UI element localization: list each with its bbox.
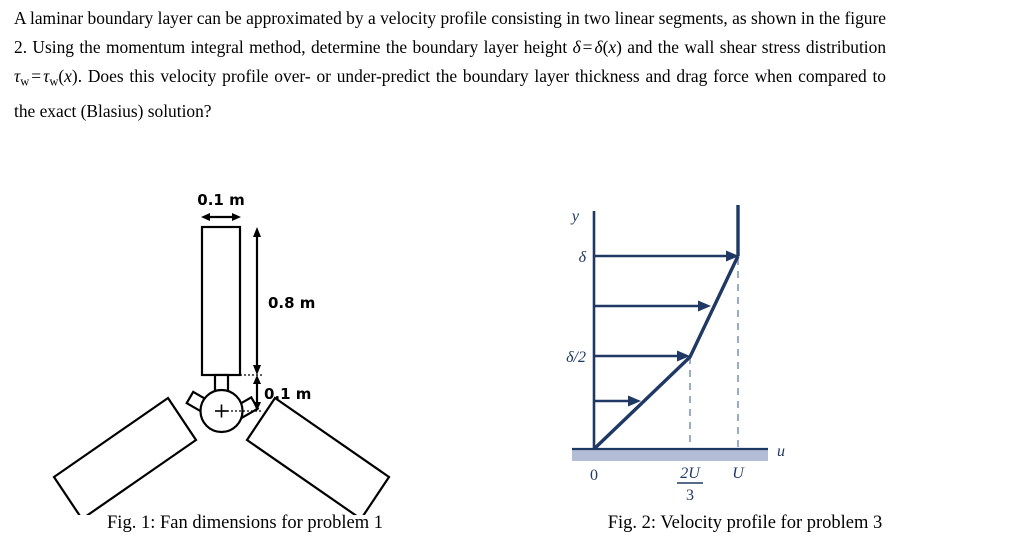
velocity-profile-curve	[592, 255, 740, 451]
problem-text-part-1: A laminar boundary layer can be approxim…	[14, 8, 611, 28]
tau-symbol: τ	[14, 66, 21, 86]
wall-body	[572, 450, 768, 461]
problem-statement: A laminar boundary layer can be approxim…	[14, 4, 886, 126]
math-tau-equation: τw = τw(x)	[14, 66, 78, 89]
fan-blade-top	[200, 225, 242, 377]
y-axis-label: y	[570, 208, 580, 225]
problem-text-part-3: determine the boundary layer height	[310, 37, 573, 57]
delta-symbol: δ	[572, 37, 581, 57]
x-variable-2: x	[64, 66, 72, 86]
y-tick-label-delta: δ	[579, 249, 587, 266]
x-tick-label-two-thirds-U: 2U 3	[677, 465, 703, 504]
problem-text-part-6: thickness and drag force when compared t…	[14, 66, 886, 121]
fan-diagram: 0.1 m 0.8 m 0.1 m	[52, 191, 391, 515]
length-dim-arrowhead-top	[253, 227, 261, 237]
paren-open-2: (	[58, 66, 65, 86]
dimension-hub-offset: 0.1 m	[223, 374, 311, 412]
delta-symbol-2: δ	[594, 37, 603, 57]
figures-row: 0.1 m 0.8 m 0.1 m Fig. 1: Fan dimensions…	[0, 175, 1024, 558]
math-delta-equation: δ = δ(x)	[573, 37, 622, 57]
tau-subscript: w	[20, 74, 30, 89]
velocity-arrow-delta-half	[594, 350, 690, 362]
fan-blade-right-group	[230, 395, 391, 515]
hub-offset-dim-label: 0.1 m	[264, 385, 311, 403]
y-tick-label-delta-half: δ/2	[566, 349, 586, 366]
figure-1: 0.1 m 0.8 m 0.1 m Fig. 1: Fan dimensions…	[10, 175, 480, 558]
dimension-width: 0.1 m	[197, 191, 245, 221]
figure-2-caption: Fig. 2: Velocity profile for problem 3	[607, 513, 883, 533]
tau-symbol-2: τ	[43, 66, 50, 86]
paren-open: (	[602, 37, 609, 57]
fan-blade-left	[52, 396, 198, 515]
width-dim-arrowhead-right	[232, 213, 241, 221]
figure-1-caption: Fig. 1: Fan dimensions for problem 1	[107, 513, 383, 533]
fan-blade-right	[245, 396, 391, 515]
hub-offset-arrowhead-bottom	[253, 402, 261, 411]
x-tick-label-zero: 0	[590, 467, 598, 484]
hub-center-cross-icon	[215, 404, 228, 418]
dimension-length: 0.8 m	[253, 227, 315, 375]
x-tick-label-U: U	[732, 465, 745, 482]
velocity-arrow-upper-mid	[594, 300, 711, 312]
x-variable: x	[608, 37, 617, 57]
x-tick-denominator: 3	[686, 487, 694, 504]
equals-symbol: =	[582, 37, 593, 57]
velocity-profile-diagram: y u δ δ/2 0 2U 3 U	[566, 205, 785, 504]
fan-blade-left-group	[52, 390, 214, 515]
paren-close-2: )	[71, 66, 78, 86]
width-dim-arrowhead-left	[201, 213, 210, 221]
width-dim-label: 0.1 m	[197, 191, 244, 209]
length-dim-label: 0.8 m	[268, 294, 315, 312]
x-tick-numerator: 2U	[680, 465, 701, 482]
paren-close: )	[616, 37, 622, 57]
tau-subscript-2: w	[49, 74, 59, 89]
problem-text-part-2: linear segments, as shown in the figure …	[14, 8, 886, 57]
velocity-arrow-delta	[594, 250, 739, 262]
hub-offset-arrowhead-top	[253, 375, 261, 384]
u-axis-label: u	[777, 443, 785, 460]
problem-text-part-4: and the wall shear stress distribution	[621, 37, 887, 57]
problem-text-part-5: . Does this velocity profile over- or un…	[77, 66, 570, 86]
equals-symbol-2: =	[31, 66, 42, 86]
figure-2: y u δ δ/2 0 2U 3 U Fig. 2: Velocity prof…	[480, 175, 1010, 558]
velocity-arrow-lower	[594, 395, 641, 407]
length-dim-arrowhead-bottom	[253, 365, 261, 375]
